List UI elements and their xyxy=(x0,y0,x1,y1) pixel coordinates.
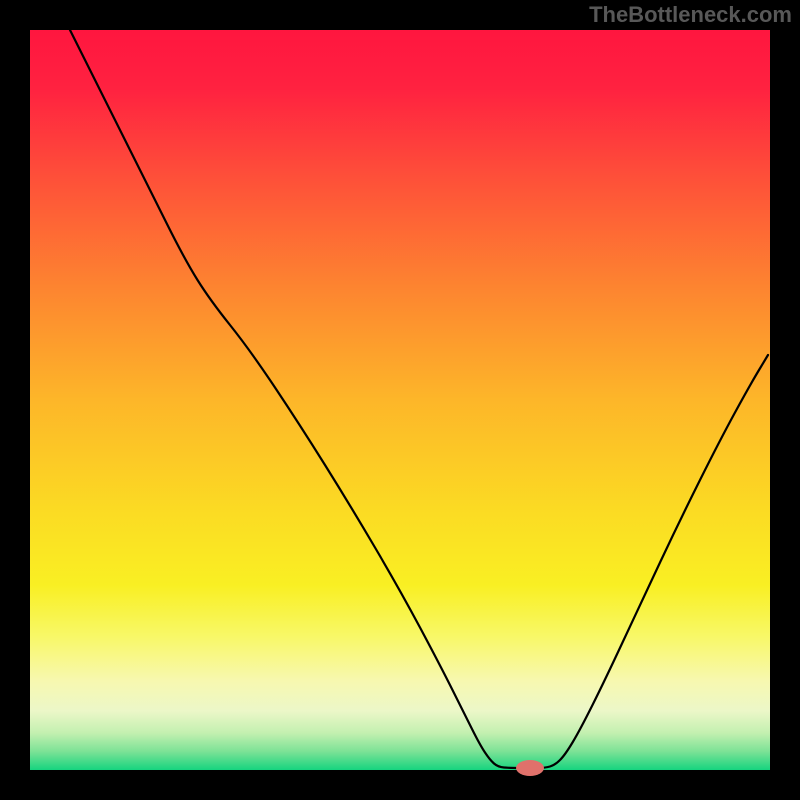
chart-container: TheBottleneck.com xyxy=(0,0,800,800)
chart-background xyxy=(30,30,770,770)
bottleneck-chart xyxy=(0,0,800,800)
watermark-text: TheBottleneck.com xyxy=(589,2,792,28)
optimal-point-marker xyxy=(516,760,544,776)
